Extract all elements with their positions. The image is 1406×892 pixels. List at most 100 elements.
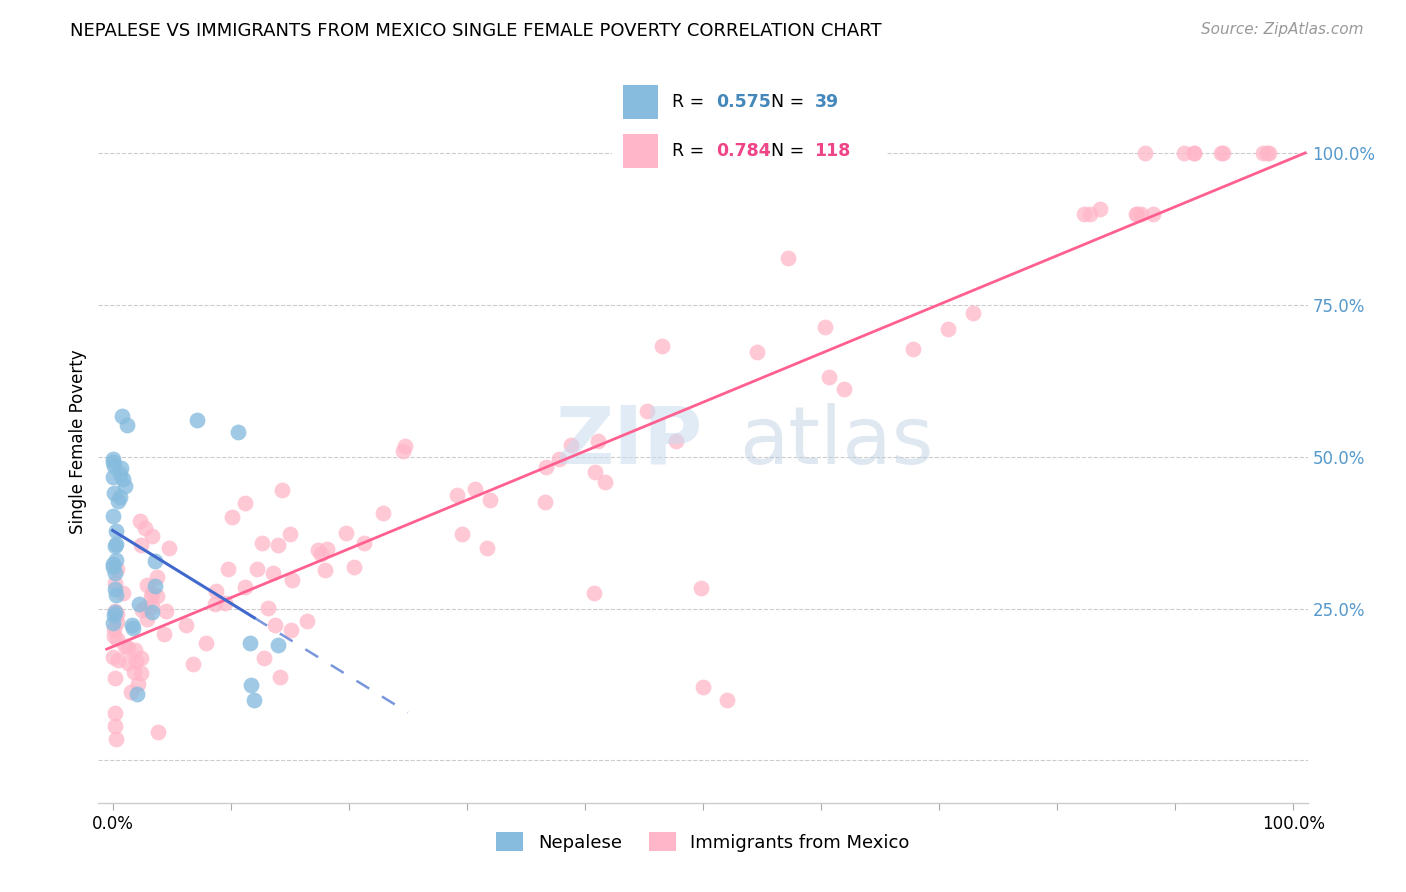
Point <box>1088 202 1111 217</box>
Point <box>195 636 218 650</box>
Point <box>101 615 124 630</box>
Point <box>105 615 128 629</box>
Point <box>253 650 276 665</box>
Point <box>181 657 204 671</box>
Point <box>104 575 127 590</box>
Point <box>392 443 415 458</box>
Point <box>157 541 180 555</box>
Point <box>233 496 256 510</box>
Point <box>112 586 135 600</box>
Point <box>111 472 134 486</box>
Point <box>901 342 924 356</box>
Point <box>583 466 606 480</box>
Point <box>121 618 143 632</box>
Point <box>101 509 124 524</box>
Point <box>1251 146 1274 161</box>
Point <box>128 597 150 611</box>
Point <box>280 623 302 637</box>
Point <box>217 562 239 576</box>
Point <box>122 621 145 635</box>
Point <box>1133 145 1156 160</box>
Point <box>214 596 236 610</box>
Point <box>446 488 468 502</box>
Point <box>1073 207 1095 221</box>
Point <box>129 538 152 552</box>
Point <box>588 434 610 448</box>
Point <box>104 671 127 685</box>
Point <box>1212 146 1234 161</box>
Point <box>117 656 139 670</box>
Point <box>832 383 855 397</box>
Point <box>335 526 357 541</box>
Text: N =: N = <box>770 142 810 161</box>
Point <box>271 483 294 498</box>
Point <box>936 321 959 335</box>
Point <box>141 599 163 613</box>
Point <box>107 653 129 667</box>
Point <box>152 627 174 641</box>
Point <box>1256 146 1278 161</box>
Point <box>122 665 145 679</box>
Point <box>124 654 146 668</box>
Text: 0.575: 0.575 <box>716 93 770 111</box>
Bar <box>623 135 658 168</box>
Point <box>716 692 738 706</box>
Text: N =: N = <box>770 93 810 111</box>
Point <box>534 459 557 474</box>
Point <box>636 404 658 418</box>
Point <box>269 670 291 684</box>
Point <box>221 510 243 524</box>
Point <box>464 483 486 497</box>
Point <box>228 425 250 440</box>
Point <box>582 586 605 600</box>
Point <box>104 706 127 720</box>
Point <box>103 452 125 467</box>
Point <box>127 676 149 690</box>
Point <box>105 607 128 621</box>
Point <box>107 494 129 508</box>
Point <box>371 506 394 520</box>
Point <box>101 559 124 574</box>
Point <box>103 470 125 484</box>
Point <box>104 605 127 619</box>
Point <box>205 584 228 599</box>
Point <box>146 570 169 584</box>
Point <box>101 649 124 664</box>
Point <box>778 251 800 265</box>
Point <box>309 547 332 561</box>
Point <box>239 636 262 650</box>
Point <box>129 665 152 680</box>
Point <box>104 588 127 602</box>
Point <box>141 529 163 543</box>
Point <box>104 524 127 538</box>
Point <box>117 417 139 432</box>
Point <box>1142 207 1164 221</box>
Point <box>246 562 269 576</box>
Point <box>475 541 498 555</box>
Point <box>665 434 688 448</box>
Point <box>281 573 304 587</box>
Point <box>104 536 127 550</box>
Legend: Nepalese, Immigrants from Mexico: Nepalese, Immigrants from Mexico <box>489 825 917 859</box>
Point <box>134 601 156 615</box>
Point <box>124 642 146 657</box>
Point <box>235 580 257 594</box>
Point <box>104 582 127 596</box>
Point <box>110 490 132 504</box>
FancyBboxPatch shape <box>606 74 891 180</box>
Text: atlas: atlas <box>740 402 934 481</box>
Point <box>128 514 150 528</box>
Point <box>1258 146 1281 161</box>
Text: NEPALESE VS IMMIGRANTS FROM MEXICO SINGLE FEMALE POVERTY CORRELATION CHART: NEPALESE VS IMMIGRANTS FROM MEXICO SINGL… <box>70 22 882 40</box>
Point <box>117 640 139 655</box>
Point <box>1173 146 1195 161</box>
Point <box>103 629 125 643</box>
Point <box>114 639 136 653</box>
Point <box>120 685 142 699</box>
Point <box>139 590 162 604</box>
Point <box>145 554 167 568</box>
Point <box>262 566 284 580</box>
Point <box>143 579 166 593</box>
Text: 39: 39 <box>814 93 838 111</box>
Point <box>101 557 124 571</box>
